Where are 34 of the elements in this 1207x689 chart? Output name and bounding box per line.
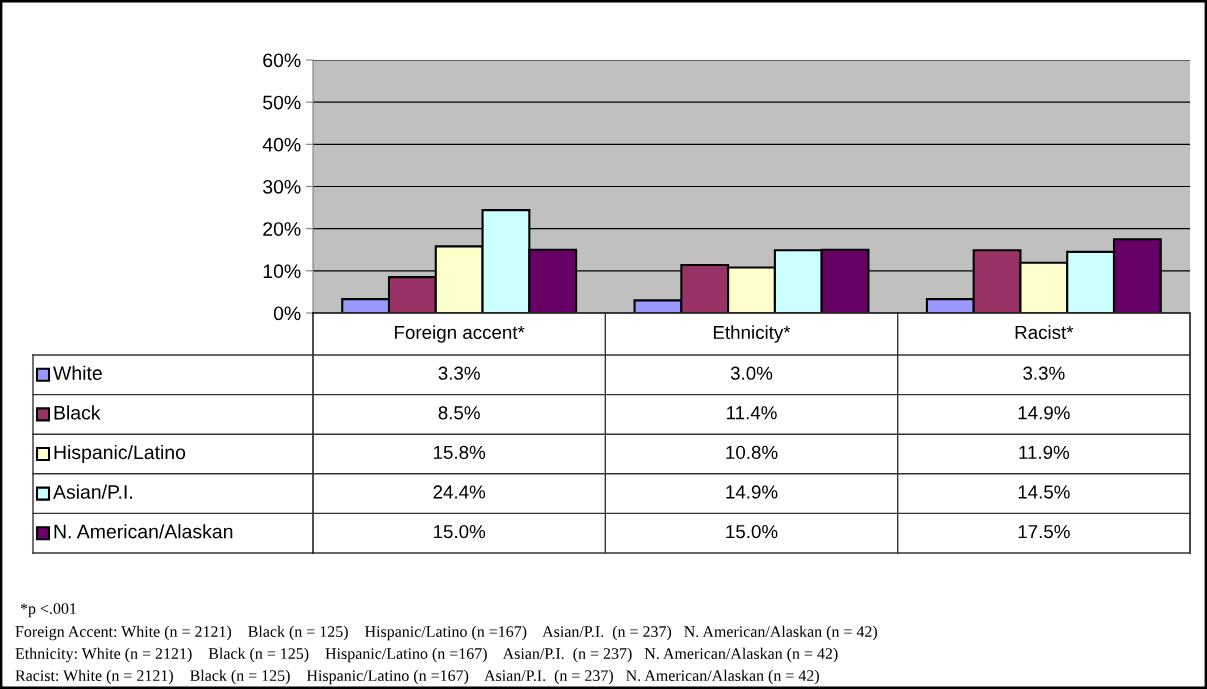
data-label: 8.5% [438, 406, 480, 420]
text: Ethnicity: White (n = 2121) Black (n = 125) Hispanic/Latino (n =167) Asian/P.I. (n = 237) N. American/Alaskan (n = 42) [15, 647, 838, 663]
y-tick-label: 50% [263, 95, 301, 110]
data-label: 17.5% [1018, 525, 1070, 539]
x-tick-label: Racist* [1015, 325, 1074, 340]
data-label: 24.4% [433, 485, 486, 499]
y-tick-label: 60% [263, 53, 301, 68]
legend-label: White [53, 365, 102, 381]
y-tick-label: 40% [262, 137, 301, 152]
data-label: 14.9% [1018, 406, 1070, 420]
legend-label: Hispanic/Latino [54, 444, 186, 464]
data-label: 14.5% [1018, 485, 1070, 499]
data-label: 11.4% [727, 406, 777, 420]
data-label: 3.0% [730, 366, 773, 380]
x-tick-label: Ethnicity* [713, 325, 791, 343]
data-label: 3.3% [1023, 366, 1065, 380]
y-tick-label: 20% [263, 222, 301, 236]
legend-label: N. American/Alaskan [54, 524, 233, 539]
data-label: 15.8% [434, 445, 486, 460]
data-label: 11.9% [1019, 445, 1070, 460]
data-label: 14.9% [726, 485, 778, 499]
text: *p <.001 [20, 603, 76, 618]
data-label: 15.0% [726, 524, 778, 539]
text: Foreign Accent: White (n = 2121) Black (n = 125) Hispanic/Latino (n =167) Asian/P.I. (n = 237) N. American/Alaskan (n = 42) [15, 625, 878, 641]
legend-label: Asian/P.I. [53, 484, 132, 499]
legend-label: Black [54, 405, 101, 420]
y-tick-label: 10% [263, 264, 301, 279]
x-tick-label: Foreign accent* [395, 325, 525, 343]
y-tick-label: 30% [263, 179, 301, 194]
y-tick-label: 0% [273, 306, 301, 321]
text: Racist: White (n = 2121) Black (n = 125) Hispanic/Latino (n =167) Asian/P.I. (n = 237) N. American/Alaskan (n = 42) [15, 669, 819, 685]
data-label: 15.0% [434, 524, 486, 539]
data-label: 3.3% [438, 366, 480, 380]
data-label: 10.8% [726, 445, 778, 460]
